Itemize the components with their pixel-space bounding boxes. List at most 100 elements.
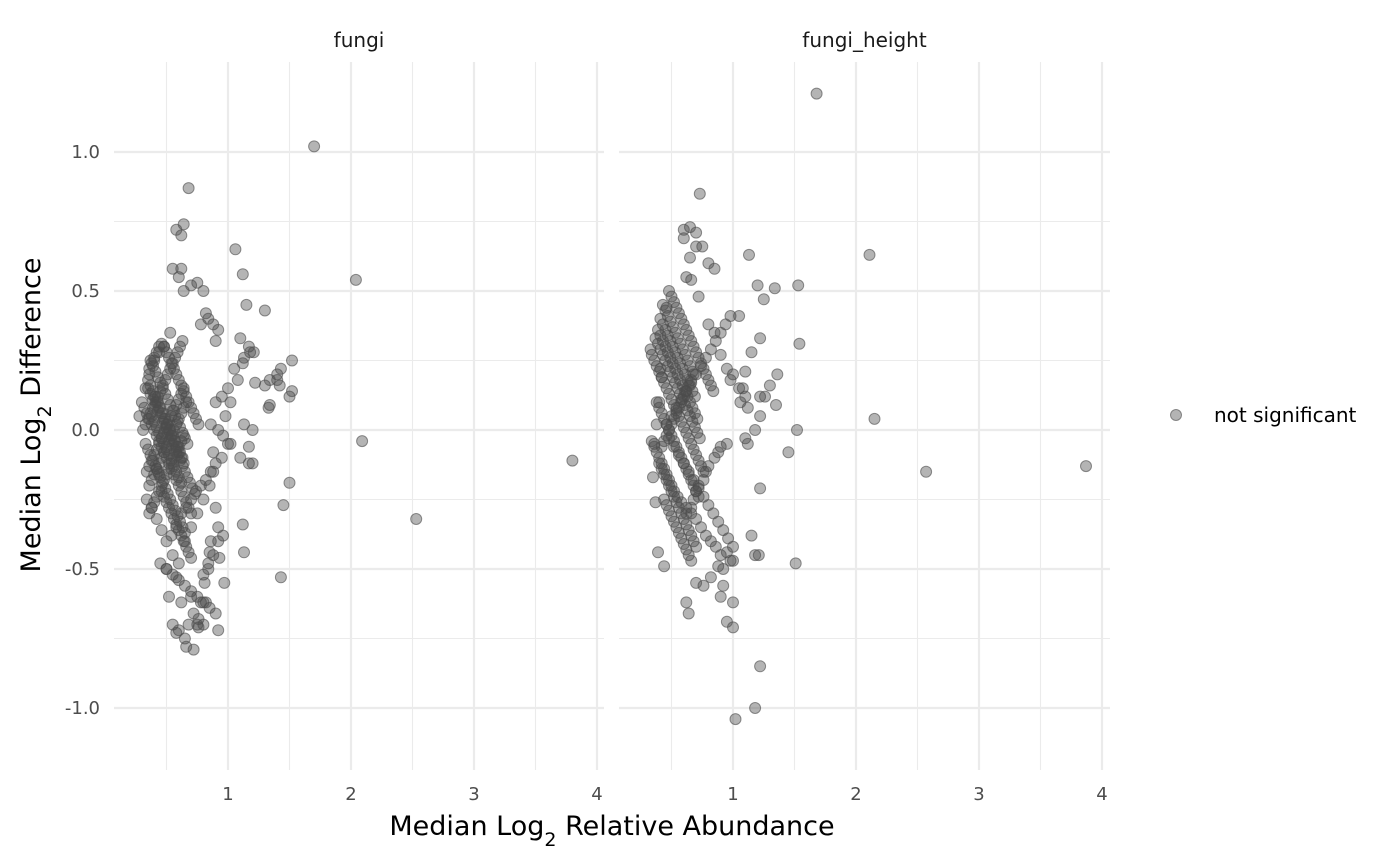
data-point — [229, 243, 242, 256]
data-point — [258, 304, 271, 317]
data-point — [207, 549, 220, 562]
facet-strip-label: fungi — [334, 28, 385, 52]
data-point — [238, 546, 250, 559]
data-point — [763, 379, 776, 392]
data-point — [690, 240, 703, 253]
data-point — [691, 412, 704, 425]
data-point — [209, 396, 222, 409]
y-axis-title: Median Log2 Difference — [16, 258, 56, 573]
data-point — [207, 446, 220, 459]
data-point — [724, 310, 737, 322]
data-point — [356, 435, 369, 448]
data-point — [180, 640, 193, 653]
facet-panels: fungi fungi_height — [114, 28, 1110, 770]
data-point — [236, 518, 249, 531]
data-point — [182, 618, 195, 631]
data-point — [274, 571, 287, 584]
data-point — [175, 596, 188, 609]
data-point — [192, 418, 205, 431]
data-point — [677, 223, 690, 236]
y-tick-label: -0.5 — [65, 559, 100, 580]
data-point — [246, 424, 259, 436]
data-point — [749, 549, 762, 562]
data-point — [197, 285, 210, 297]
data-point — [219, 410, 232, 423]
data-point — [242, 457, 255, 470]
points-fungi — [133, 140, 579, 656]
data-point — [191, 507, 204, 520]
axis-text-layer: 1 2 3 4 1 2 3 4 1.0 0.5 0.0 -0.5 -1.0 — [65, 142, 1108, 805]
data-point — [692, 490, 705, 503]
data-point — [236, 357, 249, 370]
data-point — [166, 618, 179, 631]
data-point — [197, 493, 210, 506]
panel-fungi: fungi — [114, 28, 604, 770]
y-tick-label: -1.0 — [65, 698, 100, 719]
data-point — [228, 362, 241, 375]
data-point — [166, 549, 179, 562]
data-point — [749, 424, 762, 436]
data-point — [1080, 460, 1092, 473]
data-point — [697, 465, 710, 478]
data-point — [222, 382, 234, 395]
data-point — [242, 440, 255, 453]
data-point — [759, 390, 771, 403]
data-point — [697, 579, 710, 592]
data-point — [187, 643, 200, 656]
data-point — [217, 529, 230, 542]
data-point — [677, 232, 690, 245]
x-tick-label: 1 — [727, 784, 738, 805]
panel-fungi_height: fungi_height — [619, 28, 1110, 770]
data-point — [684, 251, 696, 264]
data-point — [222, 437, 234, 450]
data-point — [238, 418, 250, 431]
facet-strip-label: fungi_height — [802, 28, 927, 52]
data-point — [197, 618, 210, 631]
legend: not significant — [1170, 403, 1357, 427]
points-fungi_height — [644, 87, 1092, 726]
data-point — [234, 332, 247, 345]
data-point — [745, 346, 758, 359]
data-point — [240, 298, 253, 311]
data-point — [172, 271, 185, 284]
x-tick-label: 2 — [345, 784, 356, 805]
y-tick-label: 1.0 — [71, 142, 100, 163]
data-point — [153, 468, 166, 481]
data-point — [177, 457, 190, 470]
data-point — [213, 551, 226, 564]
data-point — [696, 240, 709, 253]
data-point — [754, 390, 767, 403]
data-point — [680, 596, 693, 609]
data-point — [188, 487, 201, 500]
data-point — [754, 660, 767, 673]
data-point — [212, 323, 225, 336]
data-point — [717, 579, 730, 592]
data-point — [739, 432, 752, 445]
data-point — [246, 457, 259, 470]
data-point — [172, 557, 185, 570]
data-point — [231, 374, 244, 386]
data-point — [739, 365, 752, 378]
data-point — [733, 382, 746, 395]
data-point — [236, 268, 249, 281]
data-point — [717, 563, 730, 575]
data-point — [868, 412, 881, 425]
data-point — [793, 337, 806, 350]
data-point — [692, 290, 705, 303]
data-point — [655, 371, 668, 384]
data-point — [286, 354, 298, 367]
data-point — [791, 424, 803, 436]
data-point — [209, 501, 222, 514]
data-point — [163, 590, 175, 603]
data-point — [247, 346, 260, 359]
data-point — [349, 273, 362, 286]
data-point — [166, 262, 179, 275]
data-point — [650, 418, 663, 431]
data-point — [198, 576, 211, 589]
data-point — [708, 451, 721, 464]
data-point — [751, 279, 764, 292]
data-point — [720, 615, 733, 628]
data-point — [258, 379, 271, 392]
data-point — [209, 457, 222, 470]
